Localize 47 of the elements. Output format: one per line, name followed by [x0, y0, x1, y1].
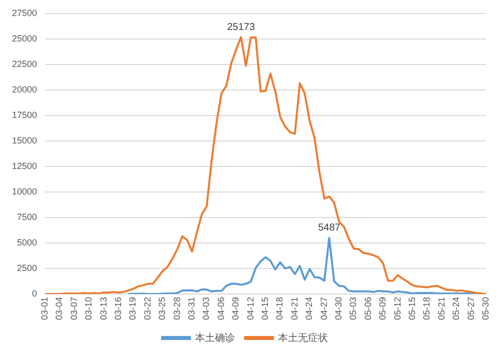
x-tick-label: 04-06 [216, 296, 226, 320]
x-tick-label: 03-22 [142, 296, 152, 320]
x-tick-label: 03-31 [186, 296, 196, 320]
x-tick-label: 04-21 [289, 296, 300, 320]
x-tick-label: 04-18 [274, 296, 285, 320]
x-tick-label: 05-30 [480, 296, 490, 320]
y-tick-label: 12500 [12, 160, 38, 171]
x-tick-label: 05-21 [436, 296, 446, 320]
x-tick-label: 04-30 [333, 296, 344, 320]
x-tick-label: 05-12 [392, 296, 402, 320]
data-label: 5487 [318, 222, 341, 234]
x-tick-label: 05-09 [378, 296, 388, 320]
y-tick-label: 27500 [12, 8, 38, 18]
y-tick-label: 25000 [12, 33, 38, 44]
y-tick-label: 20000 [12, 84, 38, 94]
y-tick-label: 0 [32, 288, 38, 298]
x-tick-label: 03-13 [98, 296, 108, 320]
x-tick-label: 03-28 [172, 296, 182, 320]
x-tick-label: 04-12 [245, 296, 256, 320]
y-tick-label: 17500 [12, 110, 38, 120]
legend-label: 本土无症状 [278, 332, 328, 344]
x-tick-label: 05-27 [466, 296, 476, 320]
x-tick-label: 05-15 [406, 296, 417, 320]
x-tick-label: 03-19 [128, 296, 138, 320]
x-tick-label: 04-09 [230, 296, 241, 320]
x-tick-label: 05-18 [422, 296, 432, 320]
x-tick-label: 03-01 [40, 296, 50, 320]
x-tick-label: 05-24 [451, 296, 462, 320]
x-tick-label: 05-06 [362, 296, 373, 320]
x-tick-label: 04-27 [318, 296, 329, 320]
x-tick-label: 04-03 [201, 296, 212, 320]
x-tick-label: 04-24 [304, 296, 314, 320]
y-tick-label: 5000 [16, 237, 38, 248]
x-tick-label: 05-03 [348, 296, 358, 320]
x-tick-label: 03-10 [84, 296, 94, 320]
x-tick-label: 03-07 [68, 296, 79, 320]
y-tick-label: 10000 [12, 186, 38, 196]
x-tick-label: 04-15 [260, 296, 270, 320]
legend-label: 本土确诊 [195, 332, 235, 344]
x-tick-label: 03-25 [157, 296, 168, 320]
y-tick-label: 7500 [16, 212, 38, 222]
x-tick-label: 03-16 [113, 296, 124, 320]
y-tick-label: 2500 [16, 262, 38, 273]
y-tick-label: 15000 [12, 135, 38, 146]
data-label: 25173 [227, 22, 256, 33]
x-tick-label: 03-04 [54, 296, 64, 320]
y-tick-label: 22500 [12, 58, 38, 69]
